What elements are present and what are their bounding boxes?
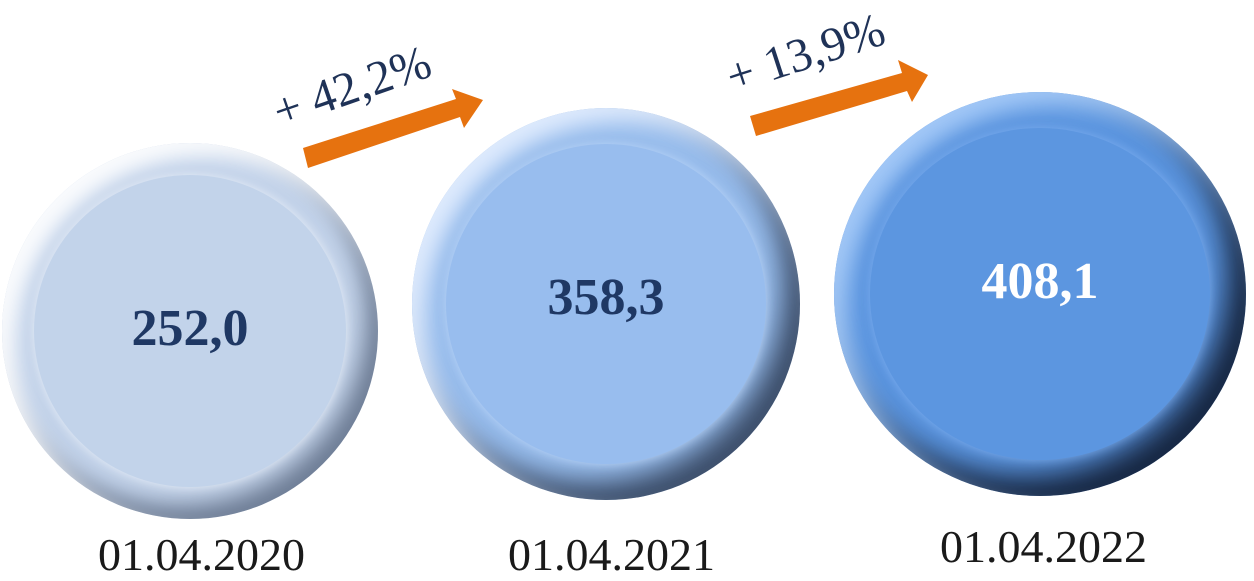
bubble-2021-value: 358,3 <box>547 269 665 326</box>
bubble-2021: 358,3 <box>412 108 800 500</box>
growth-label-2: + 13,9% <box>719 2 892 104</box>
bubble-2022-value: 408,1 <box>981 253 1099 310</box>
bubble-2020-value: 252,0 <box>131 300 249 357</box>
date-label-2022: 01.04.2022 <box>940 521 1147 572</box>
growth-label-1: + 42,2% <box>266 35 438 139</box>
bubble-2022: 408,1 <box>834 92 1246 496</box>
date-label-2020: 01.04.2020 <box>98 529 305 580</box>
date-label-2021: 01.04.2021 <box>508 529 715 580</box>
bubble-2022-face <box>870 128 1210 460</box>
bubble-2020: 252,0 <box>2 143 378 519</box>
bubble-2021-face <box>446 144 766 464</box>
bubble-2020-face <box>34 175 346 487</box>
